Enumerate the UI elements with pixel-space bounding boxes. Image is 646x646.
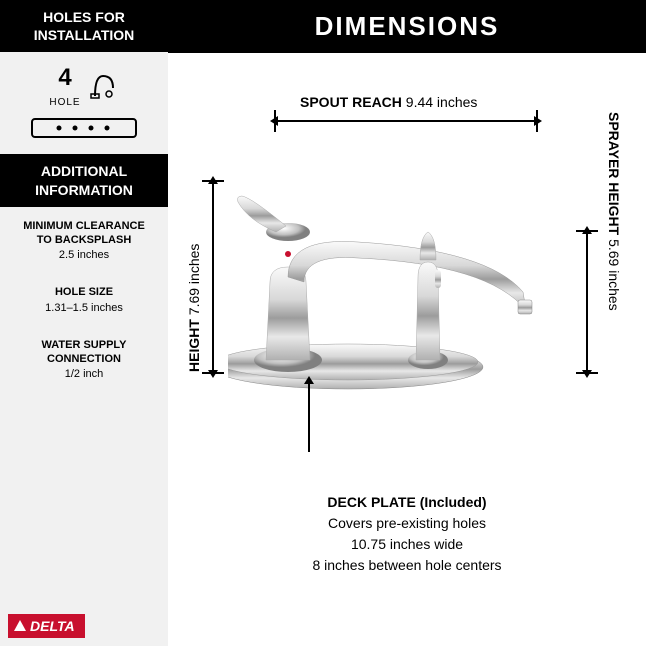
deck-line: 8 inches between hole centers [257,555,557,576]
header-text: INSTALLATION [4,26,164,44]
hole-count-block: 4 HOLE [0,52,168,154]
tick-line [576,372,598,374]
diagram-area: SPOUT REACH 9.44 inches HEIGHT 7.69 inch… [168,52,646,606]
deck-arrow [308,382,310,452]
arrow-cap-icon [304,376,314,384]
tick-line [202,180,224,182]
tick-line [536,110,538,132]
spec-value: 2.5 inches [10,249,158,261]
sprayer-arrow [586,232,588,372]
label-text: SPRAYER HEIGHT [606,112,622,235]
deck-line: 10.75 inches wide [257,534,557,555]
label-value: 7.69 inches [186,244,202,316]
spout-reach-label: SPOUT REACH 9.44 inches [300,94,477,110]
tick-line [576,230,598,232]
label-value: 9.44 inches [406,94,478,110]
label-text: SPOUT REACH [300,94,402,110]
infographic-container: HOLES FOR INSTALLATION 4 HOLE [0,0,646,646]
spec-value: 1.31–1.5 inches [10,302,158,314]
header-text: ADDITIONAL [4,162,164,180]
height-label: HEIGHT 7.69 inches [186,202,202,372]
spec-title: TO BACKSPLASH [10,233,158,247]
spec-title: HOLE SIZE [10,285,158,299]
hole-count: 4 [49,64,80,92]
brand-logo: DELTA [8,614,85,638]
faucet-illustration [228,182,568,392]
tick-line [274,110,276,132]
spout-reach-arrow [276,120,536,122]
faucet-icon [87,64,119,102]
spec-block: WATER SUPPLY CONNECTION 1/2 inch [0,326,168,393]
deck-title: DECK PLATE (Included) [257,492,557,513]
spec-value: 1/2 inch [10,368,158,380]
sidebar-header-info: ADDITIONAL INFORMATION [0,154,168,206]
header-text: INFORMATION [4,181,164,199]
sidebar-header-holes: HOLES FOR INSTALLATION [0,0,168,52]
spec-block: HOLE SIZE 1.31–1.5 inches [0,273,168,325]
spec-block: MINIMUM CLEARANCE TO BACKSPLASH 2.5 inch… [0,207,168,274]
spec-title: CONNECTION [10,352,158,366]
sink-icon [29,116,139,144]
tick-line [202,372,224,374]
spec-title: MINIMUM CLEARANCE [10,219,158,233]
height-arrow [212,182,214,372]
hole-label: HOLE [49,97,80,108]
sprayer-label: SPRAYER HEIGHT 5.69 inches [606,112,622,372]
deck-plate-info: DECK PLATE (Included) Covers pre-existin… [257,492,557,576]
main-title: DIMENSIONS [168,0,646,53]
spec-title: WATER SUPPLY [10,338,158,352]
deck-line: Covers pre-existing holes [257,513,557,534]
header-text: HOLES FOR [4,8,164,26]
sidebar: HOLES FOR INSTALLATION 4 HOLE [0,0,168,646]
label-text: HEIGHT [186,319,202,372]
label-value: 5.69 inches [606,239,622,311]
